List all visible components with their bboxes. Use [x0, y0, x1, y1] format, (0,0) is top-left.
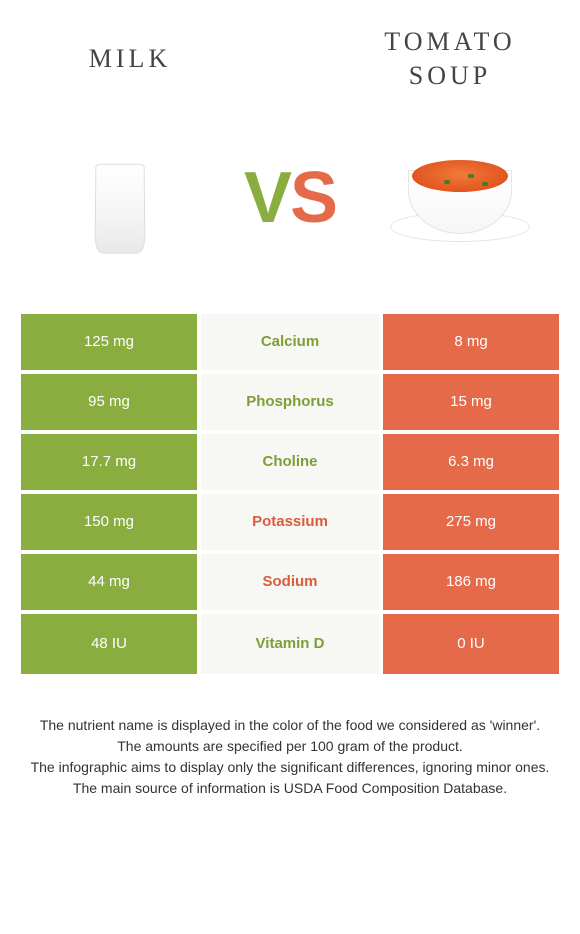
cell-right-value: 15 mg: [379, 374, 559, 430]
images-row: VS: [0, 103, 580, 313]
food-title-left: MILK: [30, 42, 230, 76]
header: MILK TOMATOSOUP: [0, 0, 580, 103]
cell-nutrient-name: Calcium: [201, 314, 379, 370]
cell-right-value: 275 mg: [379, 494, 559, 550]
nutrient-table: 125 mgCalcium8 mg95 mgPhosphorus15 mg17.…: [20, 313, 560, 675]
food-image-left: [45, 123, 195, 273]
cell-right-value: 0 IU: [379, 614, 559, 674]
table-row: 17.7 mgCholine6.3 mg: [21, 434, 559, 494]
food-title-right: TOMATOSOUP: [350, 25, 550, 93]
footnote-line: The main source of information is USDA F…: [20, 778, 560, 799]
soup-bowl-icon: [390, 148, 530, 248]
milk-glass-icon: [85, 143, 155, 253]
cell-nutrient-name: Phosphorus: [201, 374, 379, 430]
cell-right-value: 8 mg: [379, 314, 559, 370]
cell-nutrient-name: Sodium: [201, 554, 379, 610]
food-image-right: [385, 123, 535, 273]
table-row: 48 IUVitamin D0 IU: [21, 614, 559, 674]
cell-right-value: 6.3 mg: [379, 434, 559, 490]
cell-left-value: 125 mg: [21, 314, 201, 370]
cell-nutrient-name: Vitamin D: [201, 614, 379, 674]
footnotes: The nutrient name is displayed in the co…: [20, 715, 560, 799]
cell-left-value: 95 mg: [21, 374, 201, 430]
footnote-line: The infographic aims to display only the…: [20, 757, 560, 778]
cell-nutrient-name: Potassium: [201, 494, 379, 550]
table-row: 95 mgPhosphorus15 mg: [21, 374, 559, 434]
cell-left-value: 48 IU: [21, 614, 201, 674]
footnote-line: The amounts are specified per 100 gram o…: [20, 736, 560, 757]
cell-left-value: 44 mg: [21, 554, 201, 610]
cell-nutrient-name: Choline: [201, 434, 379, 490]
footnote-line: The nutrient name is displayed in the co…: [20, 715, 560, 736]
table-row: 125 mgCalcium8 mg: [21, 314, 559, 374]
table-row: 150 mgPotassium275 mg: [21, 494, 559, 554]
cell-left-value: 17.7 mg: [21, 434, 201, 490]
cell-right-value: 186 mg: [379, 554, 559, 610]
vs-label: VS: [244, 157, 336, 239]
cell-left-value: 150 mg: [21, 494, 201, 550]
table-row: 44 mgSodium186 mg: [21, 554, 559, 614]
